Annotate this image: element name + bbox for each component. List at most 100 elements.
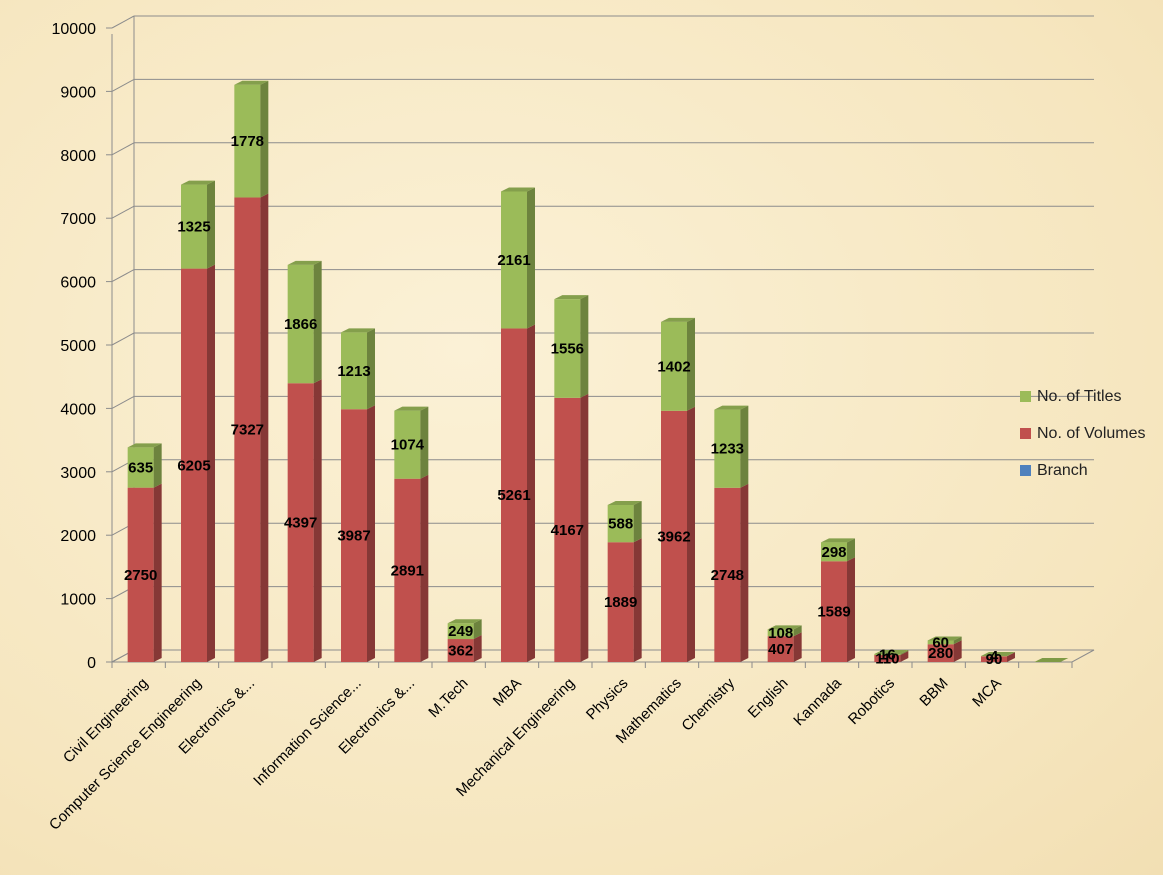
gridline-diagonal bbox=[111, 332, 135, 346]
bar-no-of-volumes-front bbox=[661, 410, 687, 662]
legend-swatch-volumes bbox=[1020, 428, 1031, 439]
data-label-no-of-volumes: 4167 bbox=[551, 522, 584, 539]
bar-no-of-volumes-front bbox=[874, 655, 901, 662]
gridline-diagonal bbox=[111, 15, 135, 29]
data-label-no-of-titles: 1233 bbox=[711, 441, 744, 458]
bar-no-of-volumes-front bbox=[767, 636, 794, 662]
y-tick-label: 4000 bbox=[60, 401, 96, 418]
bar-no-of-volumes-front bbox=[554, 397, 581, 662]
bar-no-of-titles-side bbox=[207, 180, 215, 269]
data-label-no-of-volumes: 90 bbox=[986, 651, 1003, 668]
bar-no-of-titles-top bbox=[501, 187, 535, 192]
y-tick-label: 0 bbox=[87, 655, 96, 672]
bar-no-of-volumes-side bbox=[420, 474, 429, 662]
x-category-label: MBA bbox=[490, 675, 525, 710]
y-tick-label: 2000 bbox=[60, 528, 96, 545]
bar-no-of-volumes-front bbox=[394, 478, 421, 662]
legend-item-titles: No. of Titles bbox=[1020, 378, 1163, 415]
data-label-no-of-titles: 1213 bbox=[337, 363, 370, 380]
x-category-label: MCA bbox=[969, 675, 1005, 711]
y-tick-label: 9000 bbox=[60, 84, 96, 101]
bar-no-of-titles-side bbox=[793, 625, 802, 637]
bar-no-of-volumes-front bbox=[927, 644, 954, 662]
y-axis: 0 1000 2000 3000 4000 5000 6000 7000 8000 9000 100… bbox=[52, 21, 112, 672]
bar-no-of-volumes-side bbox=[207, 264, 215, 662]
data-label-no-of-titles: 588 bbox=[608, 516, 633, 533]
bar-no-of-titles-side bbox=[473, 619, 482, 640]
bar-no-of-titles-top bbox=[821, 538, 855, 543]
data-label-no-of-volumes: 407 bbox=[768, 641, 793, 658]
y-tick-label: 1000 bbox=[60, 592, 96, 609]
bar-no-of-titles-side bbox=[313, 260, 322, 384]
data-label-no-of-volumes: 1889 bbox=[604, 594, 637, 611]
bar-no-of-titles-front bbox=[341, 332, 367, 410]
bar-no-of-titles-side bbox=[847, 538, 855, 562]
bar-no-of-volumes-side bbox=[367, 405, 375, 662]
bar-no-of-volumes-side bbox=[740, 483, 749, 662]
legend-label-volumes: No. of Volumes bbox=[1037, 424, 1146, 442]
x-category-label: BBM bbox=[916, 675, 951, 710]
y-tick-label: 5000 bbox=[60, 338, 96, 355]
bar-no-of-titles-top bbox=[447, 619, 482, 624]
bar-no-of-titles-top bbox=[714, 405, 749, 410]
y-tick-label: 8000 bbox=[60, 148, 96, 165]
bar-no-of-titles-front bbox=[927, 640, 954, 645]
x-category-label: M.Tech bbox=[425, 675, 471, 721]
data-label-no-of-titles: 249 bbox=[448, 623, 473, 640]
data-label-no-of-titles: 298 bbox=[821, 544, 846, 561]
data-label-no-of-titles: 1402 bbox=[657, 358, 690, 375]
gridline-diagonal bbox=[111, 78, 135, 92]
bar-no-of-titles-top bbox=[767, 625, 802, 630]
data-label-no-of-titles: 1556 bbox=[551, 340, 584, 357]
bar-no-of-volumes-side bbox=[633, 538, 642, 662]
data-label-no-of-volumes: 362 bbox=[448, 643, 473, 660]
bar-no-of-titles-front bbox=[234, 84, 261, 198]
bar-no-of-titles-top bbox=[181, 180, 215, 185]
bar-no-of-volumes-side bbox=[580, 393, 589, 662]
x-category-label: English bbox=[745, 675, 792, 722]
y-tick-label: 3000 bbox=[60, 465, 96, 482]
bar-no-of-titles-side bbox=[900, 650, 909, 656]
bar-no-of-titles-side bbox=[260, 80, 269, 198]
bar-no-of-titles-front bbox=[767, 629, 794, 637]
data-label-no-of-titles: 108 bbox=[768, 625, 793, 642]
gridline-diagonal bbox=[111, 205, 135, 219]
data-label-no-of-volumes: 3962 bbox=[657, 528, 690, 545]
data-label-no-of-volumes: 110 bbox=[875, 651, 899, 668]
bar-no-of-volumes-side bbox=[900, 651, 909, 662]
bar-no-of-volumes-front bbox=[821, 561, 847, 662]
data-label-no-of-titles: 1074 bbox=[391, 437, 425, 454]
bar-no-of-titles-front bbox=[181, 184, 207, 269]
bar-no-of-titles-front bbox=[714, 409, 741, 488]
data-label-no-of-titles: 16 bbox=[879, 647, 896, 664]
bar-no-of-titles-top bbox=[287, 260, 322, 265]
bar-no-of-titles-side bbox=[740, 405, 749, 488]
chart-legend: No. of Titles No. of Volumes Branch bbox=[1020, 378, 1163, 489]
bar-no-of-titles-side bbox=[953, 636, 962, 645]
bar-no-of-titles-top bbox=[394, 406, 429, 411]
data-label-no-of-volumes: 6205 bbox=[177, 457, 210, 474]
bar-no-of-volumes-front bbox=[181, 268, 207, 662]
data-label-no-of-volumes: 7327 bbox=[231, 422, 264, 439]
bar-no-of-titles-front bbox=[287, 264, 314, 384]
y-tick-label: 10000 bbox=[52, 21, 97, 38]
bar-no-of-titles-top bbox=[927, 636, 962, 641]
bar-no-of-volumes-front bbox=[447, 639, 474, 662]
bar-no-of-titles-front bbox=[447, 623, 474, 640]
bar-no-of-titles-front bbox=[874, 654, 901, 656]
legend-label-titles: No. of Titles bbox=[1037, 387, 1122, 405]
data-label-no-of-titles: 2161 bbox=[497, 252, 530, 269]
data-label-no-of-titles: 4 bbox=[990, 648, 999, 665]
x-category-label: Chemistry bbox=[678, 674, 738, 734]
data-label-no-of-volumes: 2748 bbox=[711, 567, 744, 584]
bar-no-of-volumes-front bbox=[127, 487, 154, 662]
chart-bars bbox=[127, 80, 1069, 662]
bar-no-of-titles-top bbox=[874, 650, 909, 655]
bar-empty-top bbox=[1034, 658, 1069, 662]
data-label-no-of-titles: 1325 bbox=[177, 219, 210, 236]
bar-no-of-titles-front bbox=[607, 504, 634, 543]
bar-no-of-titles-front bbox=[501, 191, 527, 329]
bar-no-of-titles-top bbox=[234, 80, 269, 85]
data-label-no-of-volumes: 1589 bbox=[817, 604, 850, 621]
